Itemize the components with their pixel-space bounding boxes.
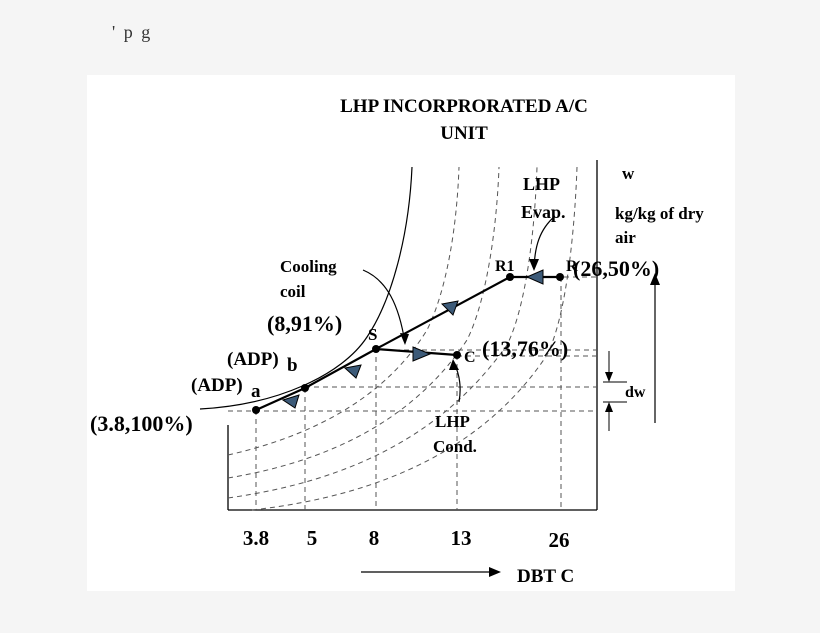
prefix-a: (ADP) xyxy=(191,375,243,396)
x-tick-label: 5 xyxy=(307,526,318,550)
lhp-evap-leader-arrowhead xyxy=(529,259,539,271)
value-s: (8,91%) xyxy=(267,311,342,336)
process-line-cooling xyxy=(255,276,511,412)
rh-curve xyxy=(227,166,460,456)
point-s xyxy=(372,345,380,353)
dw-arrowhead-up xyxy=(605,402,613,412)
lhp-cond-leader-arrowhead xyxy=(449,359,459,370)
rh-curve xyxy=(251,166,578,511)
arrow-marker xyxy=(281,394,300,409)
label-b: b xyxy=(287,355,298,376)
point-a xyxy=(252,406,260,414)
chart-title-line2: UNIT xyxy=(440,123,488,144)
point-r1 xyxy=(506,273,514,281)
dbt-axis-label: DBT C xyxy=(517,566,574,587)
cooling-coil-label-line1: Cooling xyxy=(280,257,337,276)
chart-title-line1: LHP INCORPRORATED A/C xyxy=(340,96,588,117)
psychrometric-chart: LHP INCORPRORATED A/C UNIT R1 R (26,50%)… xyxy=(90,96,704,587)
arrow-marker xyxy=(440,300,459,316)
psychrometric-chart-panel: LHP INCORPRORATED A/C UNIT R1 R (26,50%)… xyxy=(87,75,735,591)
label-s: S xyxy=(368,325,377,344)
dbt-axis-arrowhead xyxy=(489,567,501,577)
value-a: (3.8,100%) xyxy=(90,411,193,436)
humidity-unit-line1: kg/kg of dry xyxy=(615,204,704,223)
rh-curve xyxy=(227,166,538,499)
label-a: a xyxy=(251,381,261,402)
clipped-text-fragment: ' p g xyxy=(112,22,153,42)
point-b xyxy=(301,384,309,392)
value-c: (13,76%) xyxy=(482,336,568,361)
cooling-coil-label-line2: coil xyxy=(280,282,306,301)
x-tick-label: 8 xyxy=(369,526,380,550)
lhp-cond-label-line1: LHP xyxy=(435,412,470,431)
arrow-marker xyxy=(525,269,544,285)
x-tick-label: 13 xyxy=(451,526,472,550)
arrow-marker xyxy=(343,364,362,379)
humidity-unit-line2: air xyxy=(615,228,636,247)
point-r xyxy=(556,273,564,281)
saturation-curve xyxy=(199,166,413,410)
label-c: C xyxy=(464,349,476,366)
point-c xyxy=(453,351,461,359)
dw-arrowhead-down xyxy=(605,372,613,382)
humidity-axis-arrowhead xyxy=(650,273,660,285)
cooling-coil-leader-arrowhead xyxy=(400,333,409,345)
arrow-marker xyxy=(412,346,432,362)
label-r1: R1 xyxy=(495,258,515,275)
value-r: (26,50%) xyxy=(573,256,659,281)
dw-label: dw xyxy=(625,384,646,401)
cooling-coil-leader xyxy=(362,269,406,344)
prefix-b: (ADP) xyxy=(227,349,279,370)
lhp-evap-label-line1: LHP xyxy=(523,174,560,194)
label-r: R xyxy=(566,258,578,275)
x-tick-label: 26 xyxy=(549,528,570,552)
humidity-axis-symbol: w xyxy=(622,164,635,183)
lhp-cond-label-line2: Cond. xyxy=(433,437,477,456)
x-tick-label: 3.8 xyxy=(243,526,269,550)
lhp-evap-label-line2: Evap. xyxy=(521,202,566,222)
